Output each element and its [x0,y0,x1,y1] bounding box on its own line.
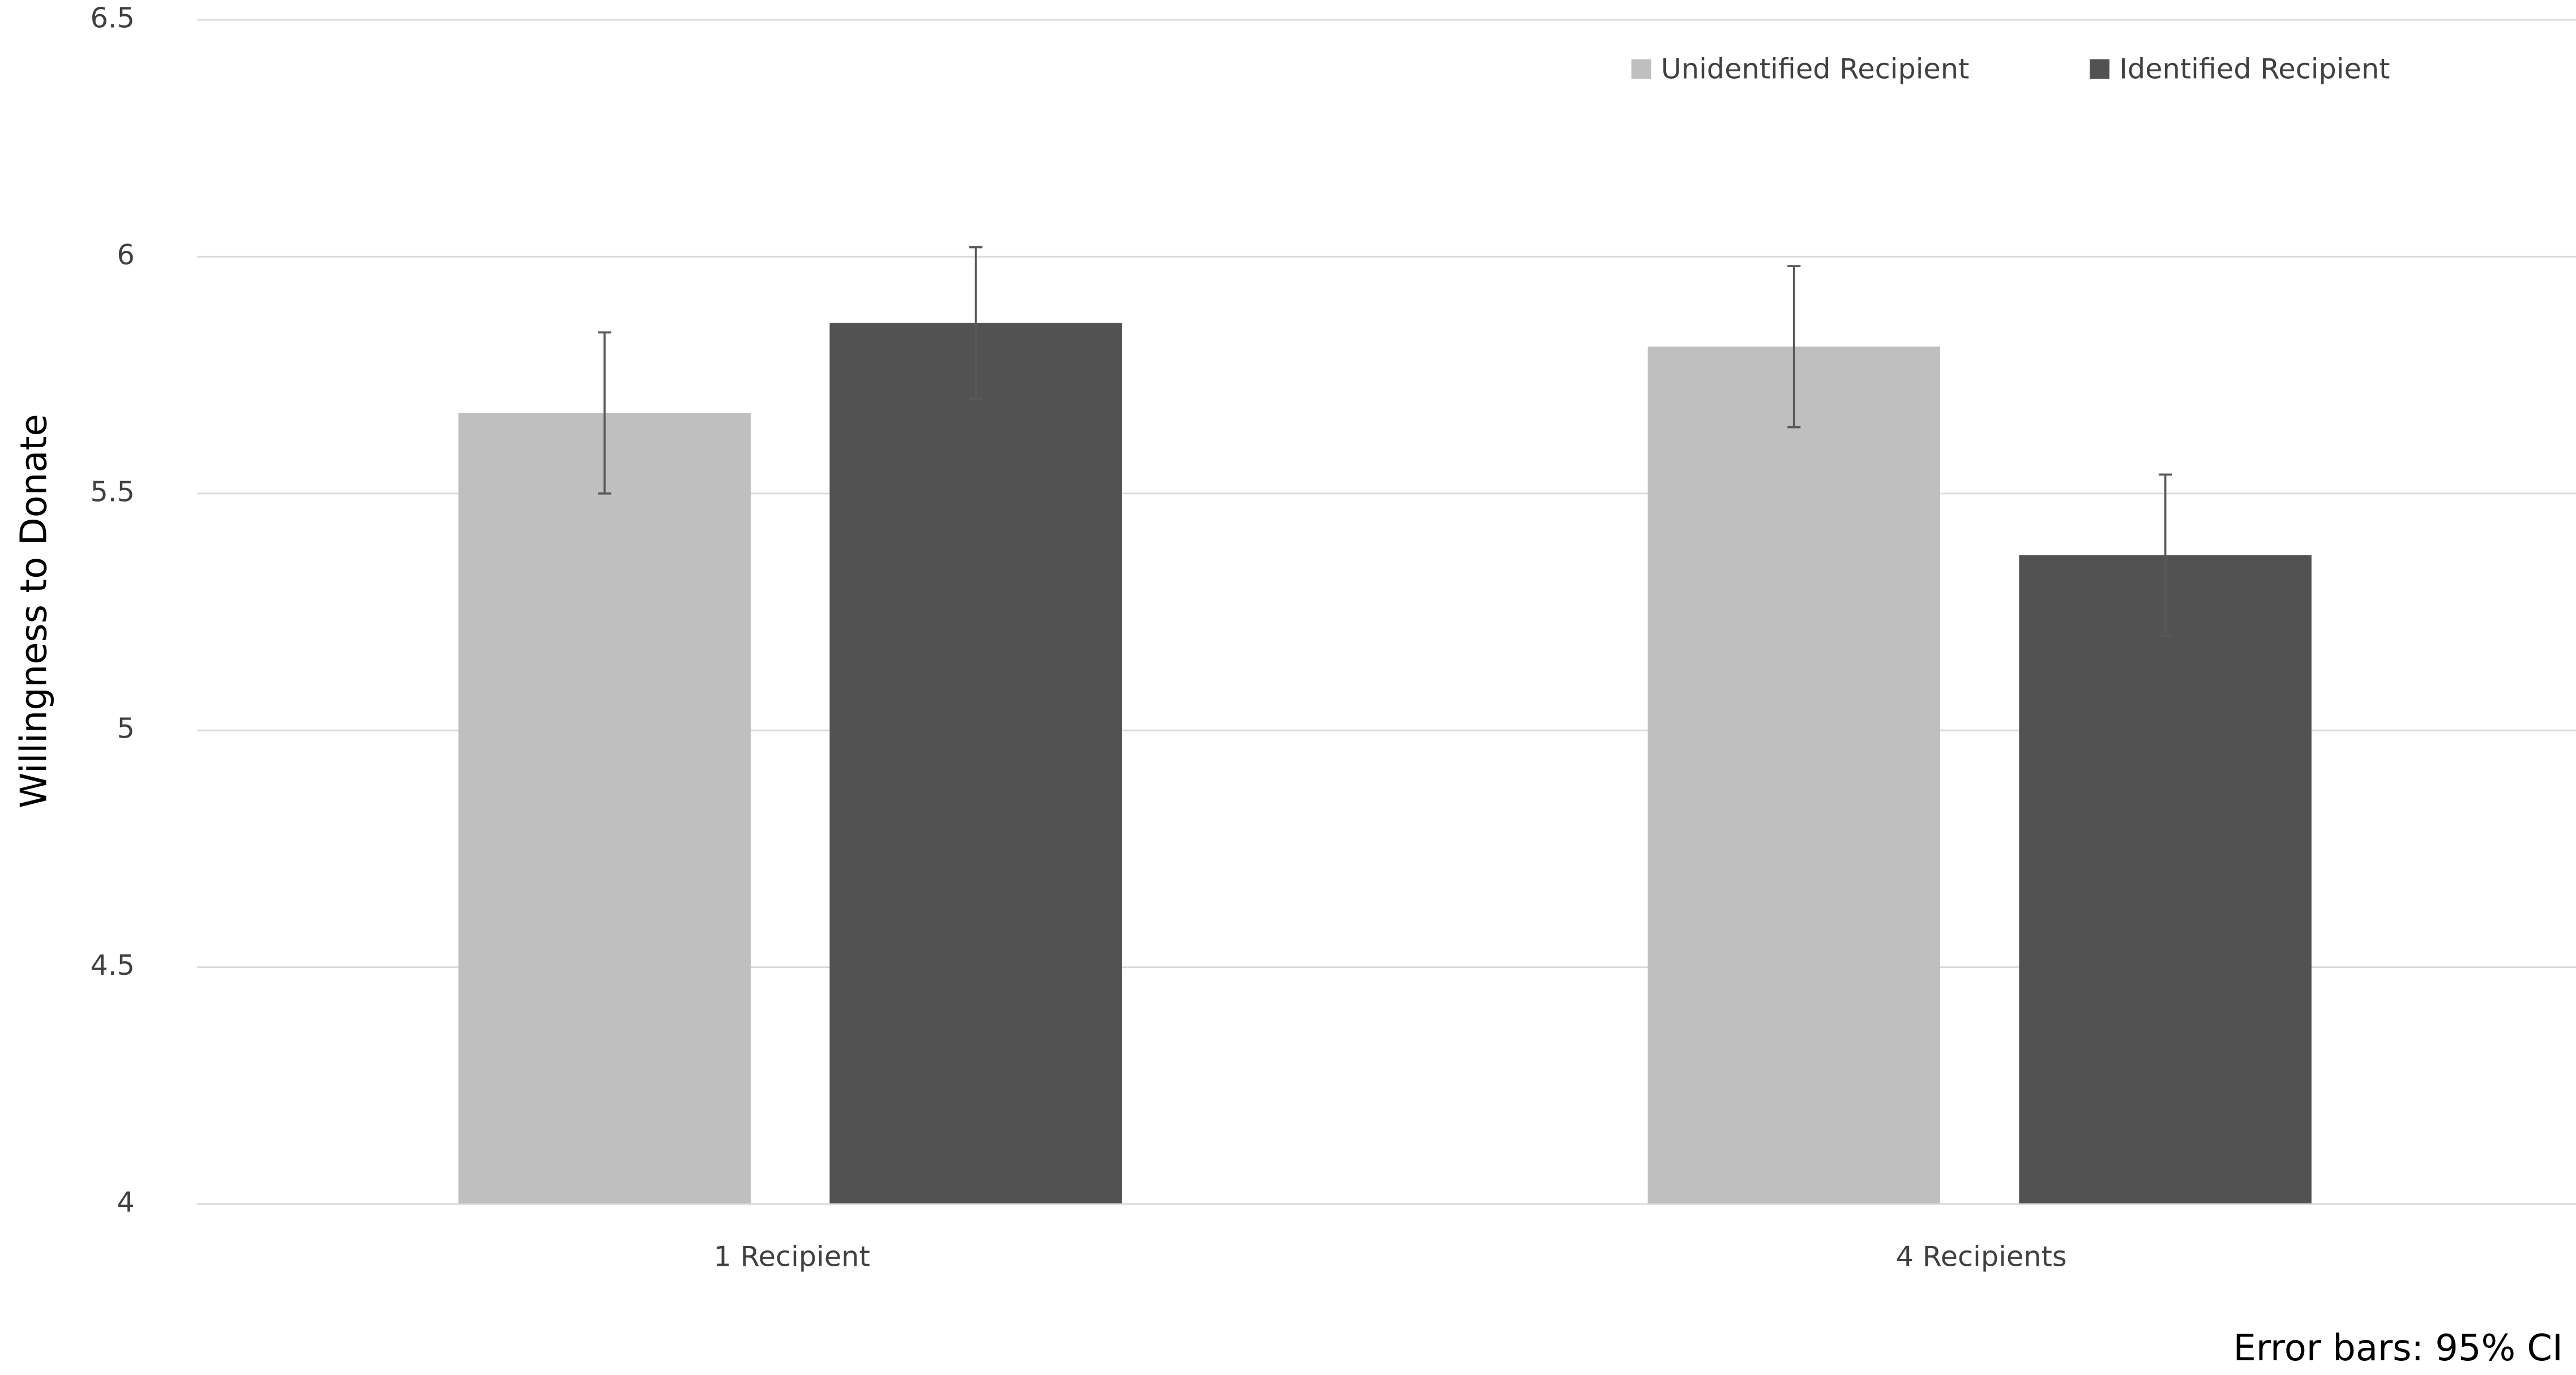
bar [1648,346,1941,1205]
y-tick-label: 4 [117,1186,135,1219]
y-tick-label: 4.5 [90,949,134,982]
bar [458,413,751,1205]
legend-label: Unidentified Recipient [1661,52,1970,85]
y-axis-label: Willingness to Donate [13,414,55,808]
legend-swatch [2090,59,2109,79]
y-tick-label: 6 [117,238,135,271]
y-tick-label: 5 [117,712,135,745]
x-tick-label: 1 Recipient [714,1240,870,1273]
bar [2019,555,2312,1205]
legend-swatch [1631,59,1651,79]
x-tick-label: 4 Recipients [1896,1240,2067,1273]
annotation: Error bars: 95% CI [2233,1327,2562,1369]
bar [829,323,1122,1205]
y-tick-label: 6.5 [90,1,134,34]
y-tick-label: 5.5 [90,475,134,508]
legend-label: Identified Recipient [2119,52,2390,85]
